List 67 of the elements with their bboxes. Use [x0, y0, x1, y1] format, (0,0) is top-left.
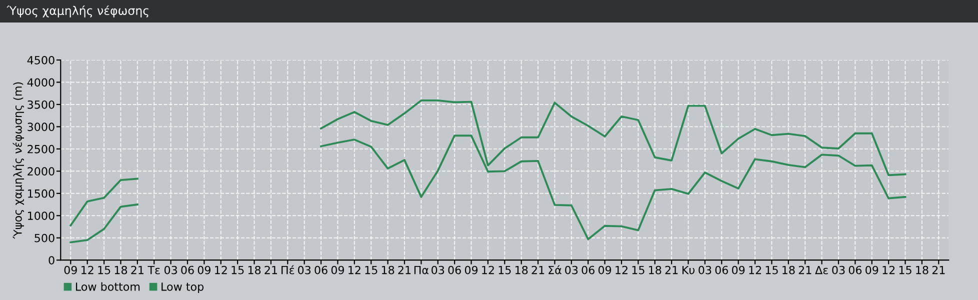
x-tick-label: Δε — [815, 266, 828, 274]
x-tick-label: 15 — [365, 266, 378, 274]
y-tick-label: 500 — [34, 234, 54, 242]
x-tick-label: 15 — [632, 266, 644, 274]
x-tick-label: Πα — [414, 266, 428, 274]
x-tick-label: 21 — [532, 266, 544, 274]
x-tick-label: 09 — [198, 266, 210, 274]
x-tick-label: 09 — [464, 266, 478, 274]
x-tick-label: 03 — [698, 266, 712, 274]
x-tick-label: 03 — [164, 266, 177, 274]
x-tick-label: 18 — [515, 266, 528, 274]
y-tick-label: 0 — [48, 256, 54, 264]
x-tick-label: 12 — [215, 266, 227, 274]
x-tick-label: 12 — [882, 266, 895, 274]
x-tick-label: 21 — [932, 266, 945, 274]
x-tick-label: 15 — [98, 266, 110, 274]
x-tick-label: 15 — [766, 266, 778, 274]
x-tick-label: 06 — [582, 266, 594, 274]
legend-label: Low bottom — [76, 282, 140, 291]
x-tick-label: 12 — [616, 266, 628, 274]
x-tick-label: 12 — [749, 266, 761, 274]
legend-label: Low top — [162, 282, 204, 293]
x-tick-label: 12 — [81, 266, 94, 274]
x-tick-label: 03 — [832, 266, 845, 274]
x-tick-label: 12 — [482, 266, 494, 274]
x-tick-label: 03 — [432, 266, 444, 274]
x-tick-label: 09 — [866, 266, 878, 274]
y-tick-label: 2000 — [28, 167, 54, 176]
x-tick-label: 03 — [565, 266, 578, 274]
x-tick-label: 21 — [264, 266, 277, 274]
x-tick-label: 09 — [732, 266, 745, 274]
x-tick-label: 06 — [848, 266, 862, 274]
y-tick-label: 1500 — [28, 189, 54, 198]
x-tick-label: Πέ — [282, 265, 294, 274]
x-tick-label: Τε — [148, 266, 160, 274]
y-tick-label: 4500 — [27, 56, 54, 64]
x-tick-label: 18 — [916, 266, 928, 274]
x-tick-label: Κυ — [682, 266, 694, 274]
x-tick-label: 15 — [498, 266, 511, 274]
chart-title: Ύψος χαμηλής νέφωσης — [6, 5, 148, 18]
x-tick-label: 03 — [298, 266, 311, 274]
x-tick-label: 18 — [382, 266, 394, 274]
x-tick-label: 09 — [331, 266, 344, 274]
x-tick-label: 18 — [649, 266, 662, 274]
x-tick-label: 21 — [665, 266, 678, 274]
x-tick-label: 09 — [598, 266, 612, 274]
x-tick-label: 15 — [232, 266, 244, 274]
x-tick-label: 21 — [131, 266, 144, 274]
x-tick-label: 06 — [715, 266, 728, 274]
y-axis-title: Ύψος χαμηλής νέφωσης (m) — [12, 82, 24, 239]
x-tick-label: Σά — [548, 265, 562, 274]
x-tick-label: 21 — [798, 266, 812, 274]
y-tick-label: 3500 — [28, 100, 54, 109]
x-tick-label: 06 — [181, 266, 194, 274]
x-tick-label: 06 — [448, 266, 461, 274]
x-tick-label: 09 — [64, 266, 77, 274]
x-tick-label: 21 — [398, 266, 411, 274]
y-tick-label: 2500 — [28, 144, 54, 154]
x-tick-label: 12 — [348, 266, 360, 274]
y-tick-label: 3000 — [28, 122, 54, 132]
y-tick-label: 4000 — [27, 78, 54, 87]
x-tick-label: 15 — [899, 266, 912, 274]
x-tick-label: 18 — [248, 266, 261, 274]
x-tick-label: 18 — [114, 266, 128, 274]
x-tick-label: 18 — [782, 266, 795, 274]
x-tick-label: 06 — [314, 266, 328, 274]
y-tick-label: 1000 — [28, 212, 54, 220]
